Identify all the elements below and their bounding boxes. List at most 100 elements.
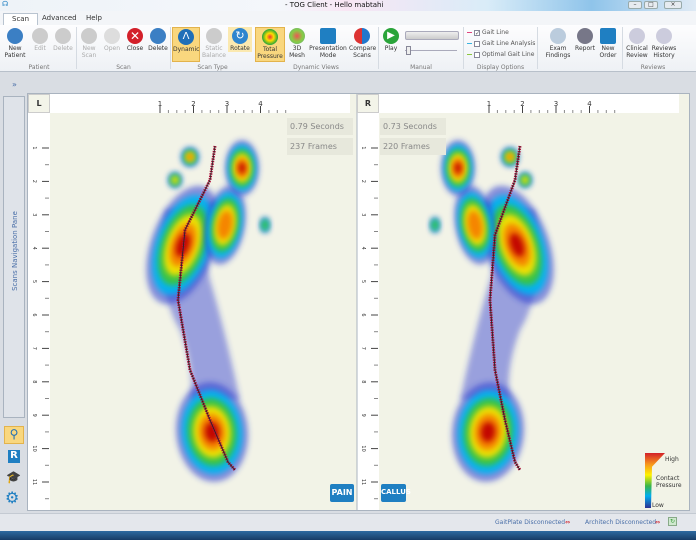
- pressure-region: [509, 233, 525, 257]
- group-patient: Patient: [28, 64, 50, 71]
- ribbon-tabs: Scan Advanced Help: [0, 11, 696, 25]
- group-dynamic-views: Dynamic Views: [293, 64, 339, 71]
- pressure-region: [506, 153, 514, 161]
- display-option-gait-line[interactable]: ✓ Gait Line: [467, 29, 509, 36]
- ruler-label: 8: [31, 380, 37, 383]
- ruler-label: 2: [31, 180, 37, 183]
- maximize-button[interactable]: □: [644, 1, 658, 9]
- tab-advanced[interactable]: Advanced: [42, 14, 77, 22]
- new-patient-icon: [7, 28, 23, 44]
- status-bar: GaitPlate Disconnected ⇔ Architech Disco…: [0, 513, 696, 531]
- edit-patient-button[interactable]: Edit: [30, 27, 50, 52]
- pressure-region: [186, 153, 194, 161]
- minimize-button[interactable]: –: [628, 1, 642, 9]
- pressure-region: [521, 175, 529, 185]
- rotate-button[interactable]: ↻ Rotate: [228, 27, 252, 52]
- report-button[interactable]: Report: [574, 27, 596, 52]
- pressure-region: [171, 175, 179, 185]
- close-icon: ✕: [127, 28, 143, 44]
- ruler-label: 5: [360, 280, 366, 283]
- ruler-label: 2: [191, 100, 195, 108]
- open-icon: [104, 28, 120, 44]
- right-side-label: R: [357, 94, 379, 113]
- open-button[interactable]: Open: [101, 27, 123, 52]
- checkbox[interactable]: [474, 51, 480, 58]
- total-pressure-icon: [262, 29, 278, 45]
- scans-navigation-pane[interactable]: Scans Navigation Pane: [3, 96, 25, 418]
- pressure-region: [238, 162, 246, 174]
- reconnect-button[interactable]: ↻: [668, 517, 677, 526]
- checkbox[interactable]: ✓: [474, 29, 481, 37]
- static-balance-icon: [206, 28, 222, 44]
- ruler-label: 1: [487, 100, 491, 108]
- static-balance-button[interactable]: Static Balance: [202, 27, 226, 59]
- gaitplate-disconnected-icon: ⇔: [565, 519, 571, 526]
- total-pressure-button[interactable]: Total Pressure: [255, 27, 285, 62]
- ruler-label: 3: [554, 100, 558, 108]
- settings-gear-icon[interactable]: ⚙: [5, 488, 20, 507]
- ruler-label: 6: [360, 313, 366, 316]
- pressure-region: [204, 422, 220, 442]
- add-pain-button[interactable]: PAIN: [330, 484, 354, 502]
- playback-progress-bar: [405, 31, 459, 40]
- group-manual: Manual: [410, 64, 432, 71]
- ruler-label: 11: [360, 479, 366, 485]
- rotate-icon: ↻: [232, 28, 248, 44]
- footprint-nav-button[interactable]: ⚲: [4, 426, 24, 444]
- new-order-button[interactable]: New Order: [598, 27, 618, 59]
- new-scan-button[interactable]: New Scan: [79, 27, 99, 59]
- compare-scans-icon: [354, 28, 370, 44]
- close-scan-button[interactable]: ✕ Close: [126, 28, 144, 52]
- left-seconds: 0.79 Seconds: [287, 118, 353, 135]
- checkbox[interactable]: [474, 40, 480, 47]
- display-option-gait-line-analysis[interactable]: Gait Line Analysis: [467, 40, 535, 47]
- ruler-label: 3: [360, 213, 366, 216]
- close-window-button[interactable]: ×: [664, 1, 682, 9]
- ruler-label: 6: [31, 313, 37, 316]
- edit-icon: [32, 28, 48, 44]
- group-scan-type: Scan Type: [197, 64, 228, 71]
- tab-help[interactable]: Help: [86, 14, 102, 22]
- presentation-mode-button[interactable]: Presentation Mode: [309, 27, 347, 59]
- exam-findings-button[interactable]: Exam Findings: [545, 27, 571, 59]
- frame-slider-thumb[interactable]: [406, 46, 411, 55]
- architech-status: Architech Disconnected: [585, 519, 657, 526]
- report-icon: [577, 28, 593, 44]
- horizontal-ruler: [379, 94, 679, 113]
- delete-scan-button[interactable]: Delete: [147, 27, 169, 52]
- left-foot-heatmap: [146, 140, 270, 482]
- pressure-region: [454, 162, 462, 174]
- ruler-label: 10: [360, 445, 366, 451]
- education-nav-icon[interactable]: 🎓: [6, 470, 21, 484]
- dynamic-button[interactable]: Λ Dynamic: [172, 27, 200, 62]
- new-patient-button[interactable]: New Patient: [3, 27, 27, 59]
- window-title: - TOG Client - Hello mabtahi: [285, 1, 384, 9]
- ruler-label: 4: [360, 247, 366, 250]
- compare-scans-button[interactable]: Compare Scans: [349, 27, 376, 59]
- expand-nav-button[interactable]: »: [12, 80, 17, 89]
- play-button[interactable]: ▶ Play: [383, 28, 399, 52]
- line-color-swatch: [467, 32, 472, 33]
- exam-findings-icon: [550, 28, 566, 44]
- ruler-label: 8: [360, 380, 366, 383]
- architech-disconnected-icon: ⇔: [655, 519, 661, 526]
- left-side-label: L: [28, 94, 50, 113]
- 3d-mesh-button[interactable]: 3D Mesh: [286, 27, 308, 59]
- tab-scan[interactable]: Scan: [3, 13, 39, 25]
- clinical-review-icon: [629, 28, 645, 44]
- add-callus-button[interactable]: CALLUS: [381, 484, 411, 502]
- pressure-region: [480, 422, 496, 442]
- 3d-mesh-icon: [289, 28, 305, 44]
- clinical-review-button[interactable]: Clinical Review: [624, 27, 650, 59]
- play-icon: ▶: [383, 28, 399, 44]
- ruler-label: 10: [31, 445, 37, 451]
- gait-line-center: [489, 145, 521, 471]
- right-seconds: 0.73 Seconds: [380, 118, 446, 135]
- frame-slider[interactable]: [405, 50, 457, 51]
- display-option-optimal-gait-line[interactable]: Optimal Gait Line: [467, 51, 534, 58]
- order-nav-button[interactable]: R: [8, 450, 20, 463]
- ruler-label: 2: [520, 100, 524, 108]
- ruler-label: 4: [587, 100, 592, 108]
- delete-patient-button[interactable]: Delete: [52, 27, 74, 52]
- reviews-history-button[interactable]: Reviews History: [651, 27, 677, 59]
